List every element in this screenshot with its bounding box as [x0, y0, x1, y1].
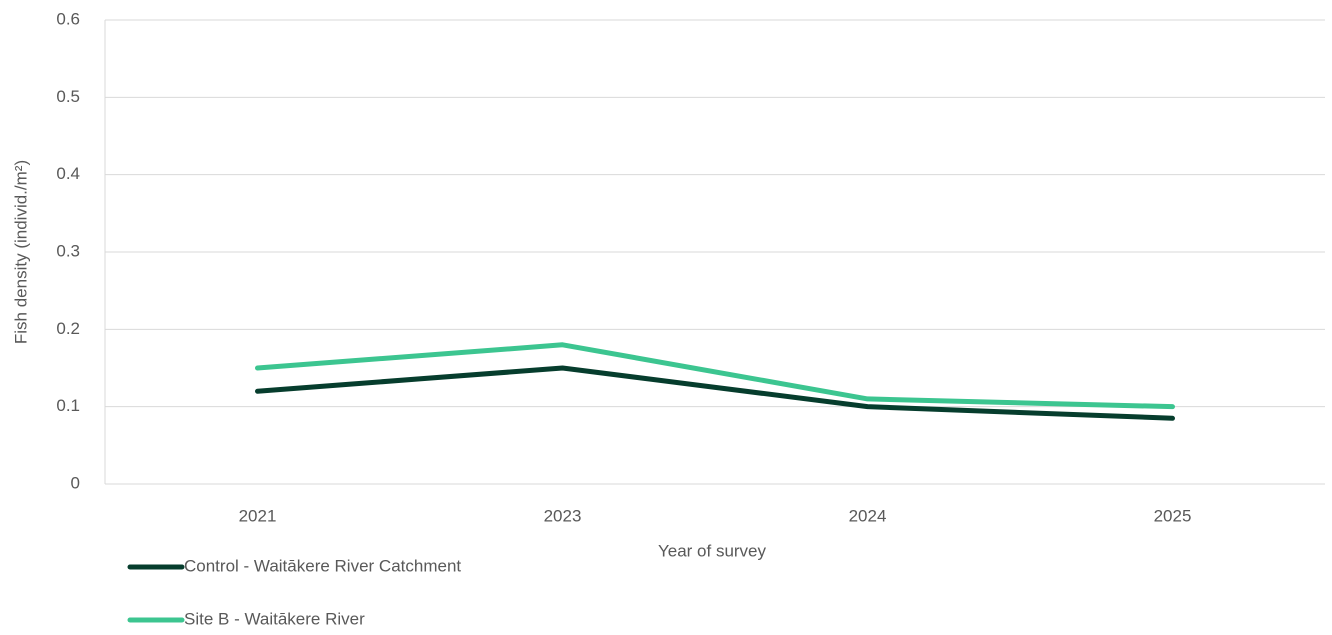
legend-label: Control - Waitākere River Catchment [184, 556, 461, 575]
y-tick-label: 0.1 [56, 396, 80, 415]
legend-label: Site B - Waitākere River [184, 609, 365, 628]
x-tick-label: 2023 [544, 506, 582, 525]
y-tick-label: 0 [71, 473, 80, 492]
x-axis-label: Year of survey [658, 541, 767, 560]
data-line [255, 365, 1175, 421]
x-tick-label: 2024 [849, 506, 887, 525]
x-tick-label: 2021 [239, 506, 277, 525]
y-tick-label: 0.4 [56, 164, 80, 183]
x-tick-label: 2025 [1154, 506, 1192, 525]
y-tick-label: 0.6 [56, 9, 80, 28]
y-tick-label: 0.3 [56, 241, 80, 260]
data-line [255, 342, 1175, 410]
y-axis-label: Fish density (individ./m²) [11, 160, 30, 344]
y-tick-label: 0.2 [56, 319, 80, 338]
y-tick-label: 0.5 [56, 87, 80, 106]
